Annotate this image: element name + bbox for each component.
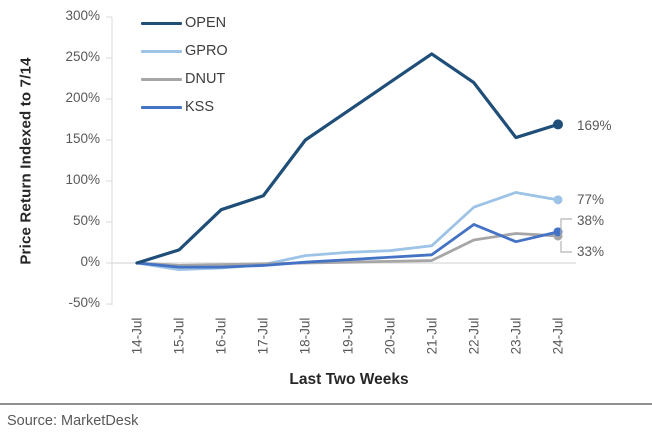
x-tick-label: 23-Jul [508, 317, 524, 355]
y-axis-title: Price Return Indexed to 7/14 [17, 57, 35, 265]
y-tick-label: 150% [65, 131, 100, 146]
x-tick-label: 19-Jul [340, 317, 355, 355]
source-caption: Source: MarketDesk [7, 413, 139, 429]
x-tick-label: 17-Jul [255, 317, 271, 355]
source-divider [0, 403, 652, 405]
end-marker-kss [553, 227, 563, 237]
x-tick-label: 22-Jul [466, 317, 482, 355]
legend-item-dnut: DNUT [141, 65, 228, 93]
legend-label-gpro: GPRO [185, 43, 228, 59]
x-tick-label: 24-Jul [550, 317, 566, 355]
legend-item-gpro: GPRO [141, 37, 228, 65]
end-marker-open [553, 119, 563, 130]
end-label-gpro: 77% [577, 192, 605, 207]
x-tick-label: 18-Jul [297, 317, 313, 355]
legend-item-open: OPEN [141, 9, 228, 37]
legend-label-open: OPEN [185, 15, 227, 31]
legend-swatch-open [141, 21, 182, 25]
legend-swatch-kss [141, 105, 182, 109]
series-line-dnut [135, 232, 560, 267]
x-tick-label: 15-Jul [171, 317, 187, 355]
y-tick-label: 250% [65, 49, 100, 64]
x-tick-label: 14-Jul [129, 317, 145, 355]
end-marker-gpro [553, 195, 563, 205]
series-line-open [135, 52, 560, 265]
y-tick-label: 50% [72, 213, 100, 228]
y-tick-label: 200% [65, 90, 100, 105]
legend-label-kss: KSS [185, 99, 215, 115]
legend-swatch-gpro [141, 49, 182, 53]
x-tick-label: 21-Jul [424, 317, 440, 355]
end-label-open: 169% [577, 118, 612, 133]
legend-swatch-dnut [141, 77, 182, 81]
y-tick-label: 100% [65, 172, 100, 187]
y-tick-label: -50% [68, 295, 100, 310]
chart-legend: OPEN GPRO DNUT KSS [141, 9, 228, 121]
series-line-kss [135, 223, 560, 269]
end-label-kss: 38% [577, 213, 605, 228]
y-tick-label: 0% [80, 254, 100, 269]
y-tick-label: 300% [65, 8, 100, 23]
end-label-dnut: 33% [577, 244, 605, 259]
x-tick-label: 20-Jul [382, 317, 398, 355]
leader-line-dnut [560, 241, 572, 253]
x-axis-title: Last Two Weeks [289, 371, 409, 388]
legend-item-kss: KSS [141, 93, 228, 121]
x-tick-label: 16-Jul [213, 317, 229, 355]
legend-label-dnut: DNUT [185, 71, 226, 87]
leader-line-kss [560, 218, 572, 236]
